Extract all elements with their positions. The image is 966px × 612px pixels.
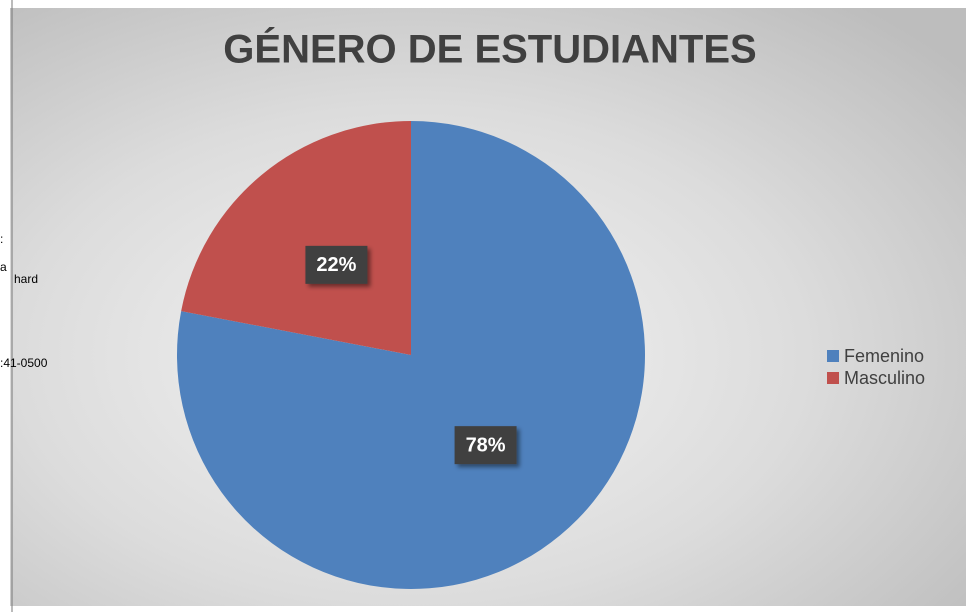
legend-swatch (827, 350, 839, 362)
side-text: : (0, 232, 3, 246)
data-label: 78% (466, 434, 506, 456)
data-label: 22% (316, 254, 356, 276)
data-label-box (454, 426, 517, 465)
legend-swatch (827, 372, 839, 384)
side-text: :41-0500 (0, 356, 48, 370)
pie-slice (181, 121, 411, 355)
side-text: hard (14, 272, 38, 286)
pie-slice (176, 121, 645, 590)
side-text: a (0, 260, 7, 274)
chart-title: GÉNERO DE ESTUDIANTES (223, 27, 756, 72)
data-label-box (305, 245, 368, 284)
legend-label: Masculino (844, 368, 925, 388)
legend-label: Femenino (844, 346, 924, 366)
